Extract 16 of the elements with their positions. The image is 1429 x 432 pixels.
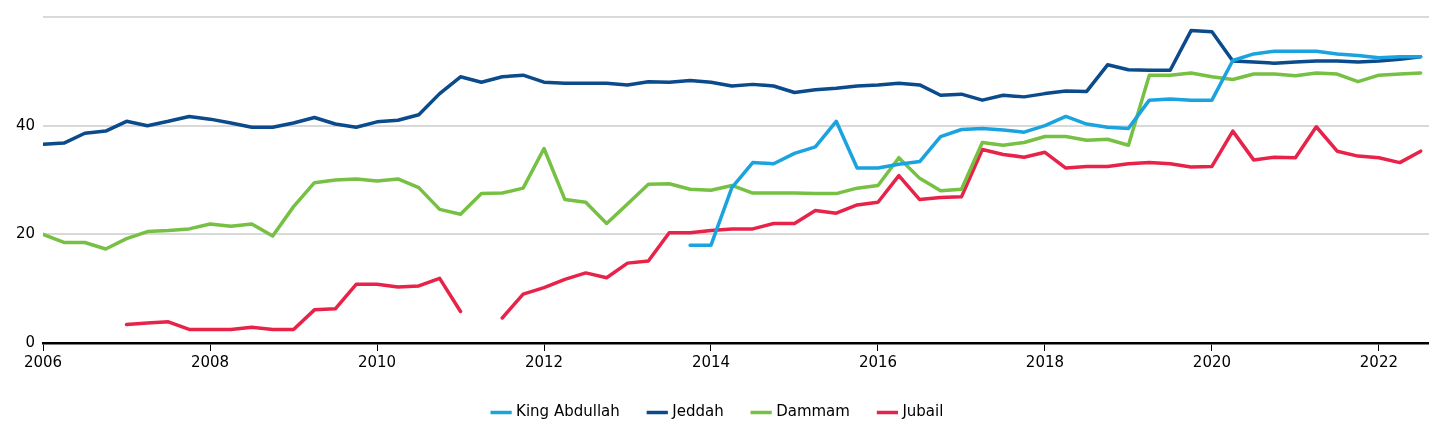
x-tick-label: 2020: [1192, 352, 1232, 371]
x-tick-label: 2022: [1359, 352, 1398, 371]
y-tick-label: 20: [15, 224, 36, 243]
legend-label: King Abdullah: [516, 402, 620, 421]
x-tick-label: 2008: [190, 352, 230, 371]
x-tick-label: 2018: [1025, 352, 1065, 371]
x-tick-label: 2016: [858, 352, 898, 371]
legend-label: Dammam: [776, 402, 850, 421]
x-tick-label: 2012: [524, 352, 564, 371]
y-tick-label: 40: [15, 115, 36, 134]
x-tick-label: 2014: [691, 352, 731, 371]
x-tick-label: 2010: [357, 352, 397, 371]
legend-label: Jubail: [901, 402, 944, 421]
legend-label: Jeddah: [671, 402, 724, 421]
x-tick-label: 2006: [23, 352, 63, 371]
y-tick-label: 0: [25, 332, 36, 351]
